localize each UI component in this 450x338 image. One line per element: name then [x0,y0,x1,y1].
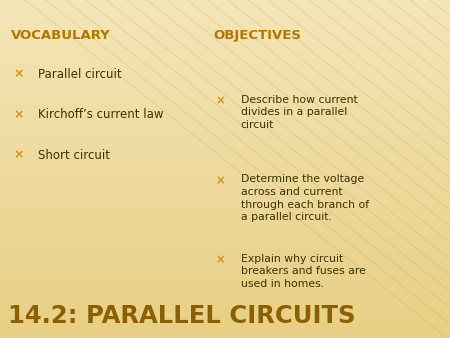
Text: ×: × [216,174,225,187]
Text: ×: × [216,254,225,266]
Text: Short circuit: Short circuit [38,149,110,162]
Text: Parallel circuit: Parallel circuit [38,68,122,80]
Text: ×: × [216,95,225,107]
Text: ×: × [14,68,24,80]
Text: Kirchoff’s current law: Kirchoff’s current law [38,108,164,121]
Text: VOCABULARY: VOCABULARY [11,29,111,42]
Text: ×: × [14,149,24,162]
Text: Explain why circuit
breakers and fuses are
used in homes.: Explain why circuit breakers and fuses a… [241,254,365,289]
Text: ×: × [14,108,24,121]
Text: Determine the voltage
across and current
through each branch of
a parallel circu: Determine the voltage across and current… [241,174,369,222]
Text: 14.2: PARALLEL CIRCUITS: 14.2: PARALLEL CIRCUITS [8,304,356,328]
Text: OBJECTIVES: OBJECTIVES [214,29,302,42]
Text: Describe how current
divides in a parallel
circuit: Describe how current divides in a parall… [241,95,357,130]
